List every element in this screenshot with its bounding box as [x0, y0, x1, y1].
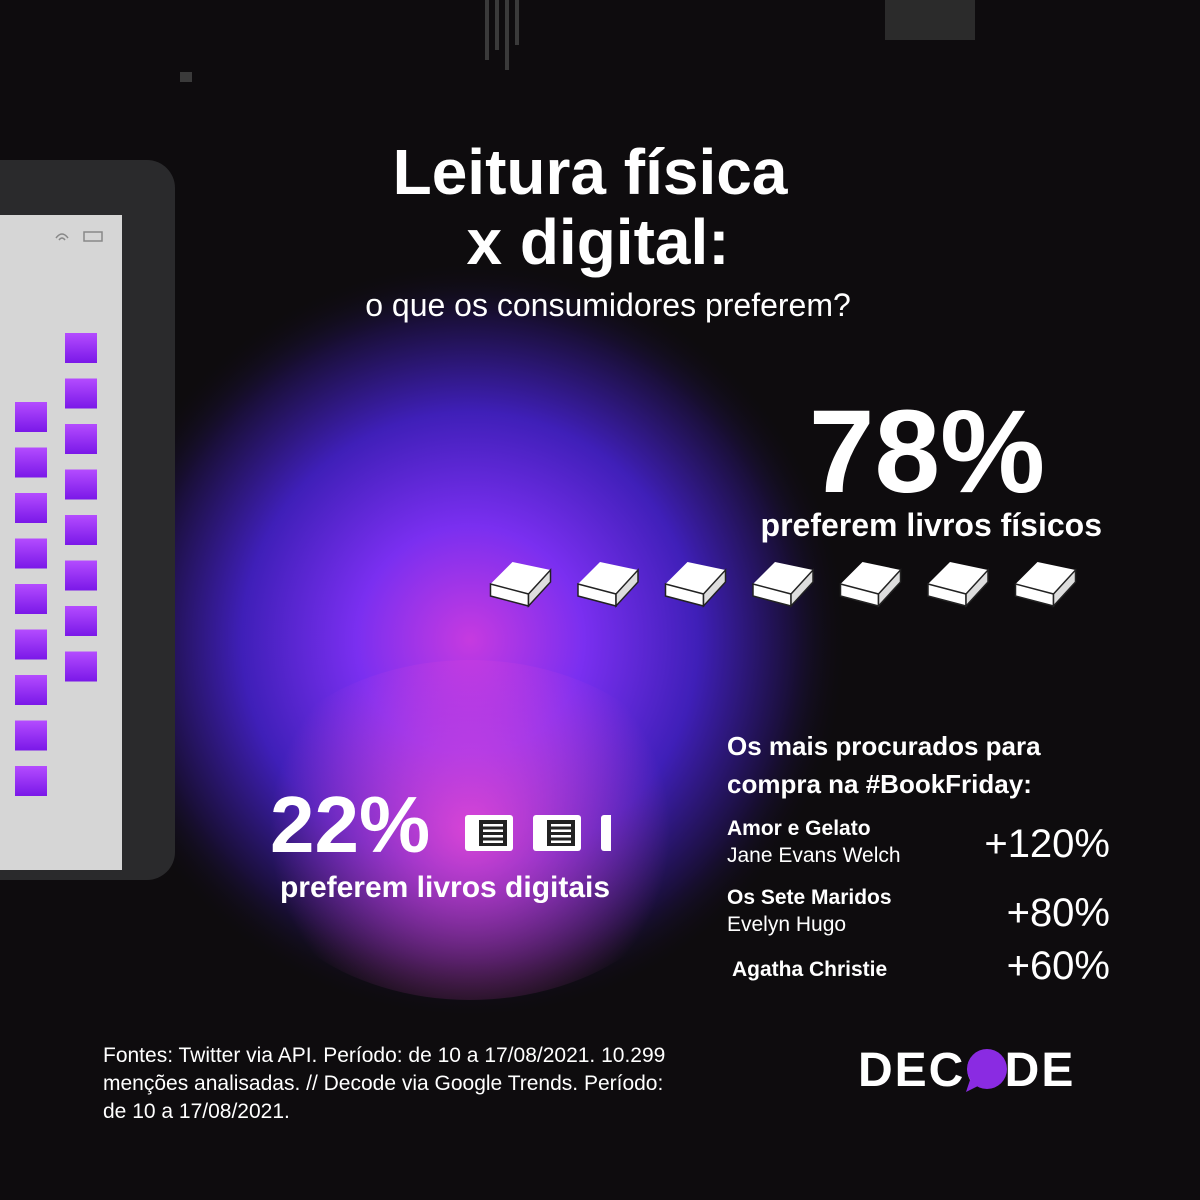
book-icon — [752, 562, 814, 608]
reader-square — [65, 424, 97, 454]
tablet-pictogram — [465, 815, 611, 851]
reader-square — [65, 333, 97, 363]
pictogram-icon — [752, 562, 814, 608]
pictogram-icon — [465, 815, 513, 851]
book-spine — [790, 568, 814, 608]
growth: +60% — [1007, 944, 1110, 988]
pictogram-icon — [839, 562, 902, 608]
reader-square — [65, 606, 97, 636]
book-icon — [839, 562, 902, 608]
pictogram-icon — [927, 562, 989, 608]
book-spine — [702, 568, 727, 608]
book-icon — [489, 562, 552, 608]
tablet-line — [483, 840, 503, 843]
book-spine — [615, 568, 639, 608]
book-spine — [965, 568, 989, 608]
reader-square — [15, 675, 47, 705]
tablet-line — [551, 824, 571, 827]
book-title: Amor e Gelato — [727, 817, 871, 840]
pictogram-icon — [533, 815, 581, 851]
pictogram-icon — [601, 815, 611, 851]
sources: de 10 a 17/08/2021. — [103, 1100, 290, 1123]
tablet-line — [483, 824, 503, 827]
book-spine — [1052, 568, 1077, 608]
pictogram-icon — [489, 562, 552, 608]
reader-square — [15, 538, 47, 569]
reader-square — [15, 629, 47, 660]
reader-square — [65, 378, 97, 409]
subtitle: o que os consumidores preferem? — [365, 287, 851, 323]
book-icon — [1014, 562, 1077, 608]
pictogram-icon — [1014, 562, 1077, 608]
reader-square — [65, 651, 97, 682]
tablet-line — [483, 835, 503, 838]
book-title: Os Sete Maridos — [727, 886, 892, 909]
digital-caption: preferem livros digitais — [280, 871, 610, 904]
decor-pixels — [180, 0, 975, 82]
logo: DECODE — [858, 1044, 1075, 1097]
reader-square — [65, 469, 97, 500]
reader-square — [15, 720, 47, 751]
e-reader — [0, 160, 175, 880]
growth: +120% — [984, 822, 1110, 866]
book-title: Agatha Christie — [732, 958, 887, 981]
physical-caption: preferem livros físicos — [761, 507, 1102, 543]
tablet-line — [551, 829, 571, 832]
book-author: Jane Evans Welch — [727, 844, 901, 867]
reader-square — [15, 584, 47, 614]
book-spine — [877, 568, 902, 608]
physical-share: 78% — [809, 386, 1045, 518]
book-author: Evelyn Hugo — [727, 913, 846, 936]
book-pictogram — [489, 562, 1077, 608]
ranking-heading: Os mais procurados para — [727, 731, 1041, 761]
ranking-list: Amor e Gelato Jane Evans Welch +120% Os Set… — [727, 817, 1110, 988]
tablet-body — [601, 815, 611, 851]
reader-square — [15, 493, 47, 523]
book-icon — [664, 562, 727, 608]
tablet-line — [483, 829, 503, 832]
digital-share: 22% — [270, 780, 430, 869]
reader-square — [65, 560, 97, 591]
reader-square — [65, 515, 97, 545]
reader-square — [15, 402, 47, 432]
book-icon — [927, 562, 989, 608]
sources: menções analisadas. // Decode via Google… — [103, 1072, 663, 1095]
growth: +80% — [1007, 891, 1110, 935]
tablet-line — [551, 840, 571, 843]
reader-square — [15, 766, 47, 796]
pictogram-icon — [577, 562, 639, 608]
tablet-line — [551, 835, 571, 838]
logo-bubble — [966, 1049, 1007, 1092]
title: Leitura física — [393, 136, 788, 208]
reader-square — [15, 447, 47, 478]
book-icon — [577, 562, 639, 608]
book-spine — [527, 568, 552, 608]
ranking-heading: compra na #BookFriday: — [727, 769, 1032, 799]
pictogram-icon — [664, 562, 727, 608]
sources: Fontes: Twitter via API. Período: de 10 … — [103, 1044, 665, 1067]
title: x digital: — [466, 206, 729, 278]
